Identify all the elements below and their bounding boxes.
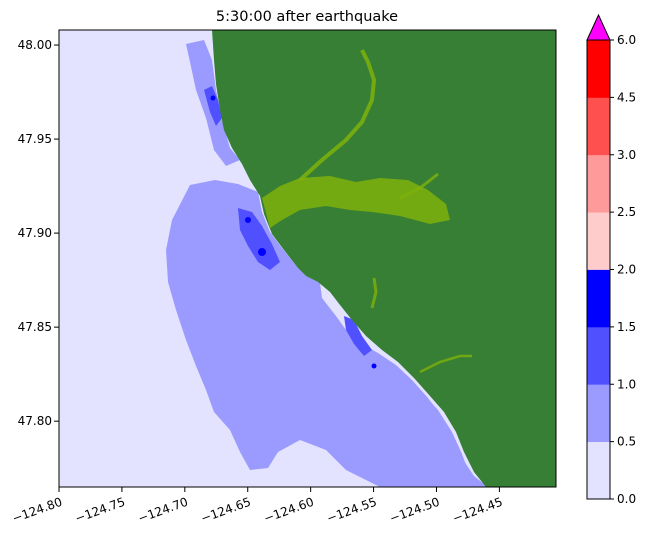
x-tick-label: −124.65 [199, 495, 253, 526]
colorbar-segment [587, 40, 610, 98]
colorbar-tick-label: 3.0 [617, 148, 636, 162]
river-channel-southeast [419, 354, 472, 374]
x-tick-label: −124.50 [388, 495, 442, 526]
x-tick-label: −124.80 [10, 495, 64, 526]
y-axis: 47.80 47.85 47.90 47.95 48.00 [18, 38, 59, 428]
peak-wave-pocket-1 [258, 248, 266, 256]
colorbar-tick-label: 1.5 [617, 320, 636, 334]
colorbar-segment [587, 154, 610, 213]
x-tick-label: −124.45 [451, 495, 505, 526]
colorbar-segment [587, 326, 610, 385]
river-channel-south [370, 277, 378, 309]
colorbar-segment [587, 97, 610, 156]
peak-wave-pocket-2 [245, 217, 251, 223]
x-tick-label: −124.75 [73, 495, 127, 526]
estuary-lowland [262, 176, 450, 228]
y-tick-label: 47.90 [18, 226, 52, 240]
colorbar: 0.0 0.5 1.0 1.5 2.0 2.5 3.0 4.5 6.0 [586, 13, 636, 506]
map-plot-area [59, 30, 556, 487]
shelf-wave-region [166, 180, 488, 487]
colorbar-segment [587, 441, 610, 500]
colorbar-tick-label: 1.0 [617, 377, 636, 391]
x-tick-label: −124.55 [325, 495, 379, 526]
y-tick-label: 47.85 [18, 320, 52, 334]
coastal-wave-band-1 [238, 208, 280, 270]
peak-wave-pocket-4 [371, 363, 377, 369]
chart-title: 5:30:00 after earthquake [216, 9, 398, 25]
colorbar-tick-label: 0.5 [617, 435, 636, 449]
x-tick-label: −124.70 [136, 495, 190, 526]
colorbar-segment [587, 212, 610, 270]
land-region [212, 30, 556, 487]
river-channel-north [298, 49, 377, 182]
plot-frame [58, 29, 557, 488]
colorbar-segment [587, 384, 610, 443]
colorbar-segment [587, 269, 610, 328]
coastal-wave-band-2 [204, 86, 222, 126]
y-tick-label: 47.95 [18, 132, 52, 146]
colorbar-tick-label: 2.0 [617, 263, 636, 277]
colorbar-tick-label: 4.5 [617, 90, 636, 104]
y-tick-label: 47.80 [18, 414, 52, 428]
y-tick-label: 48.00 [18, 38, 52, 52]
x-tick-label: −124.60 [262, 495, 316, 526]
colorbar-extend-arrow [586, 13, 611, 41]
x-axis: −124.80 −124.75 −124.70 −124.65 −124.60 −124.… [10, 487, 504, 526]
colorbar-tick-label: 2.5 [617, 205, 636, 219]
peak-wave-pocket-3 [210, 95, 216, 101]
coastal-wave-band-3 [344, 316, 372, 356]
shelf-wave-south [396, 380, 470, 476]
colorbar-tick-label: 6.0 [617, 33, 636, 47]
river-channel-east [399, 172, 439, 200]
colorbar-tick-label: 0.0 [617, 492, 636, 506]
